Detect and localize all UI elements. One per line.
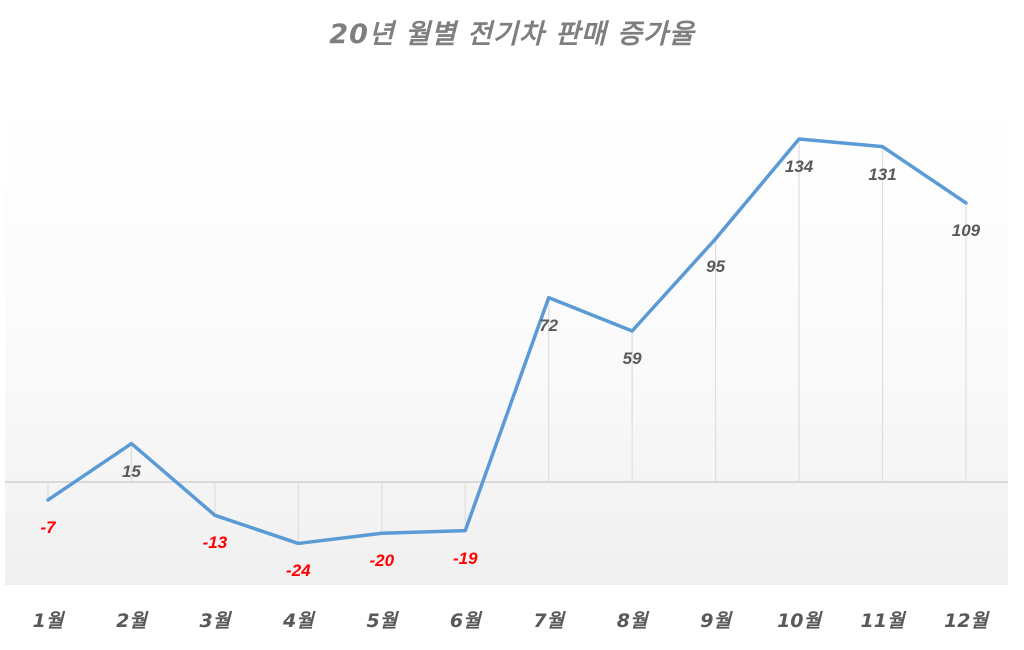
x-axis-label: 11월: [860, 610, 905, 632]
drop-lines: [47, 138, 967, 544]
series-line: [46, 137, 968, 546]
data-label: 15: [121, 461, 141, 481]
chart-title: 20년 월별 전기차 판매 증가율: [329, 19, 695, 50]
data-label: 72: [539, 315, 559, 335]
x-axis-label: 1월: [32, 610, 64, 632]
x-axis-label: 10월: [777, 610, 821, 632]
data-label: 109: [951, 220, 981, 240]
data-label: 131: [868, 164, 897, 184]
x-axis-label: 2월: [116, 610, 147, 632]
x-axis-label: 5월: [366, 610, 398, 632]
x-axis-label: 6월: [449, 610, 481, 632]
x-axis-label: 3월: [199, 610, 231, 632]
plot-area: [5, 100, 1008, 585]
data-label: -24: [286, 561, 311, 581]
x-axis-label: 4월: [282, 610, 314, 632]
data-label: 134: [784, 156, 814, 176]
data-label: -20: [369, 551, 395, 571]
data-label: -7: [40, 517, 56, 537]
x-axis-label: 9월: [700, 610, 731, 632]
x-axis-label: 12월: [943, 610, 988, 632]
x-axis-label: 8월: [616, 610, 648, 632]
data-label: -13: [202, 533, 228, 553]
data-label: 59: [622, 348, 642, 368]
data-label: 95: [706, 256, 726, 276]
x-axis-label: 7월: [533, 610, 565, 632]
data-label: -19: [452, 548, 478, 568]
